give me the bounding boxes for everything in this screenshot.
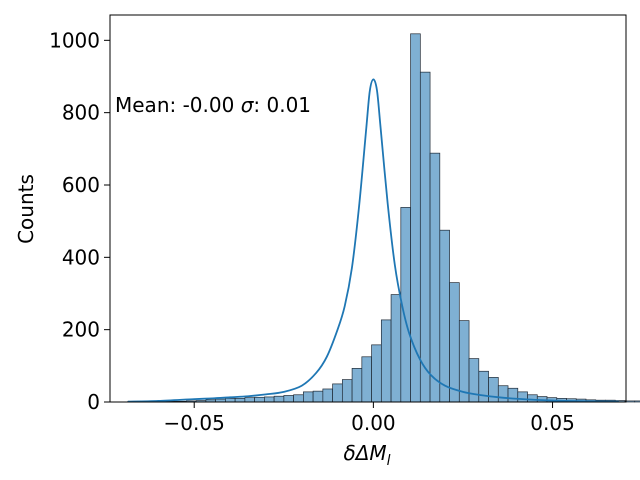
- mean-label: Mean: -0.00: [115, 93, 241, 117]
- y-tick-label: 800: [62, 101, 100, 125]
- x-tick-label: 0.00: [351, 411, 396, 435]
- histogram-bar: [390, 294, 402, 403]
- histogram-bar: [478, 370, 489, 403]
- histogram-bar: [234, 398, 246, 403]
- y-tick-label: 600: [62, 173, 100, 197]
- mean-sigma-annotation: Mean: -0.00 σ: 0.01: [115, 93, 311, 117]
- x-axis-label-subscript: l: [387, 453, 391, 469]
- y-axis-ticks: 0 200 400 600 800 1000: [49, 28, 110, 414]
- histogram-bar: [312, 390, 324, 403]
- histogram-bar: [225, 398, 236, 403]
- sigma-label: : 0.01: [253, 93, 311, 117]
- histogram-bar: [283, 395, 294, 403]
- histogram-bar: [439, 229, 450, 403]
- sigma-symbol: σ: [241, 93, 255, 117]
- plot-frame: [109, 14, 627, 403]
- histogram-bar: [351, 368, 363, 403]
- histogram-bar: [361, 356, 372, 403]
- y-tick-label: 400: [62, 245, 100, 269]
- y-tick-label: 200: [62, 318, 100, 342]
- histogram-bar: [410, 33, 421, 403]
- histogram-bar: [458, 320, 470, 403]
- x-axis-label: δΔMl: [343, 441, 390, 469]
- x-axis-label-main: δΔM: [343, 441, 386, 465]
- histogram-bar: [371, 344, 382, 403]
- histogram-bar: [341, 379, 353, 403]
- x-tick-label: −0.05: [164, 411, 225, 435]
- histogram-bar: [634, 400, 640, 403]
- histogram-bar: [244, 397, 255, 403]
- histogram-bar: [293, 394, 304, 403]
- histogram-bar: [380, 319, 392, 403]
- histogram-bar: [273, 395, 285, 403]
- y-axis-label: Counts: [14, 174, 38, 244]
- histogram-bar: [517, 391, 528, 403]
- histogram-bar: [527, 394, 538, 403]
- histogram-bar: [488, 377, 499, 403]
- histogram-bar: [303, 391, 314, 403]
- y-tick-label: 0: [87, 390, 100, 414]
- histogram-bar: [332, 383, 343, 403]
- x-tick-label: 0.05: [530, 411, 575, 435]
- histogram-bars: [127, 33, 640, 403]
- histogram-bar: [449, 282, 460, 403]
- histogram-bar: [322, 388, 333, 403]
- histogram-bar: [419, 71, 431, 403]
- histogram-bar: [254, 396, 265, 403]
- histogram-bar: [264, 396, 275, 403]
- histogram-bar: [497, 385, 509, 403]
- y-tick-label: 1000: [49, 28, 100, 52]
- kde-curve: [127, 78, 619, 403]
- histogram-bar: [429, 152, 441, 403]
- histogram-bar: [507, 387, 519, 403]
- x-axis-ticks: −0.05 0.00 0.05: [164, 402, 575, 435]
